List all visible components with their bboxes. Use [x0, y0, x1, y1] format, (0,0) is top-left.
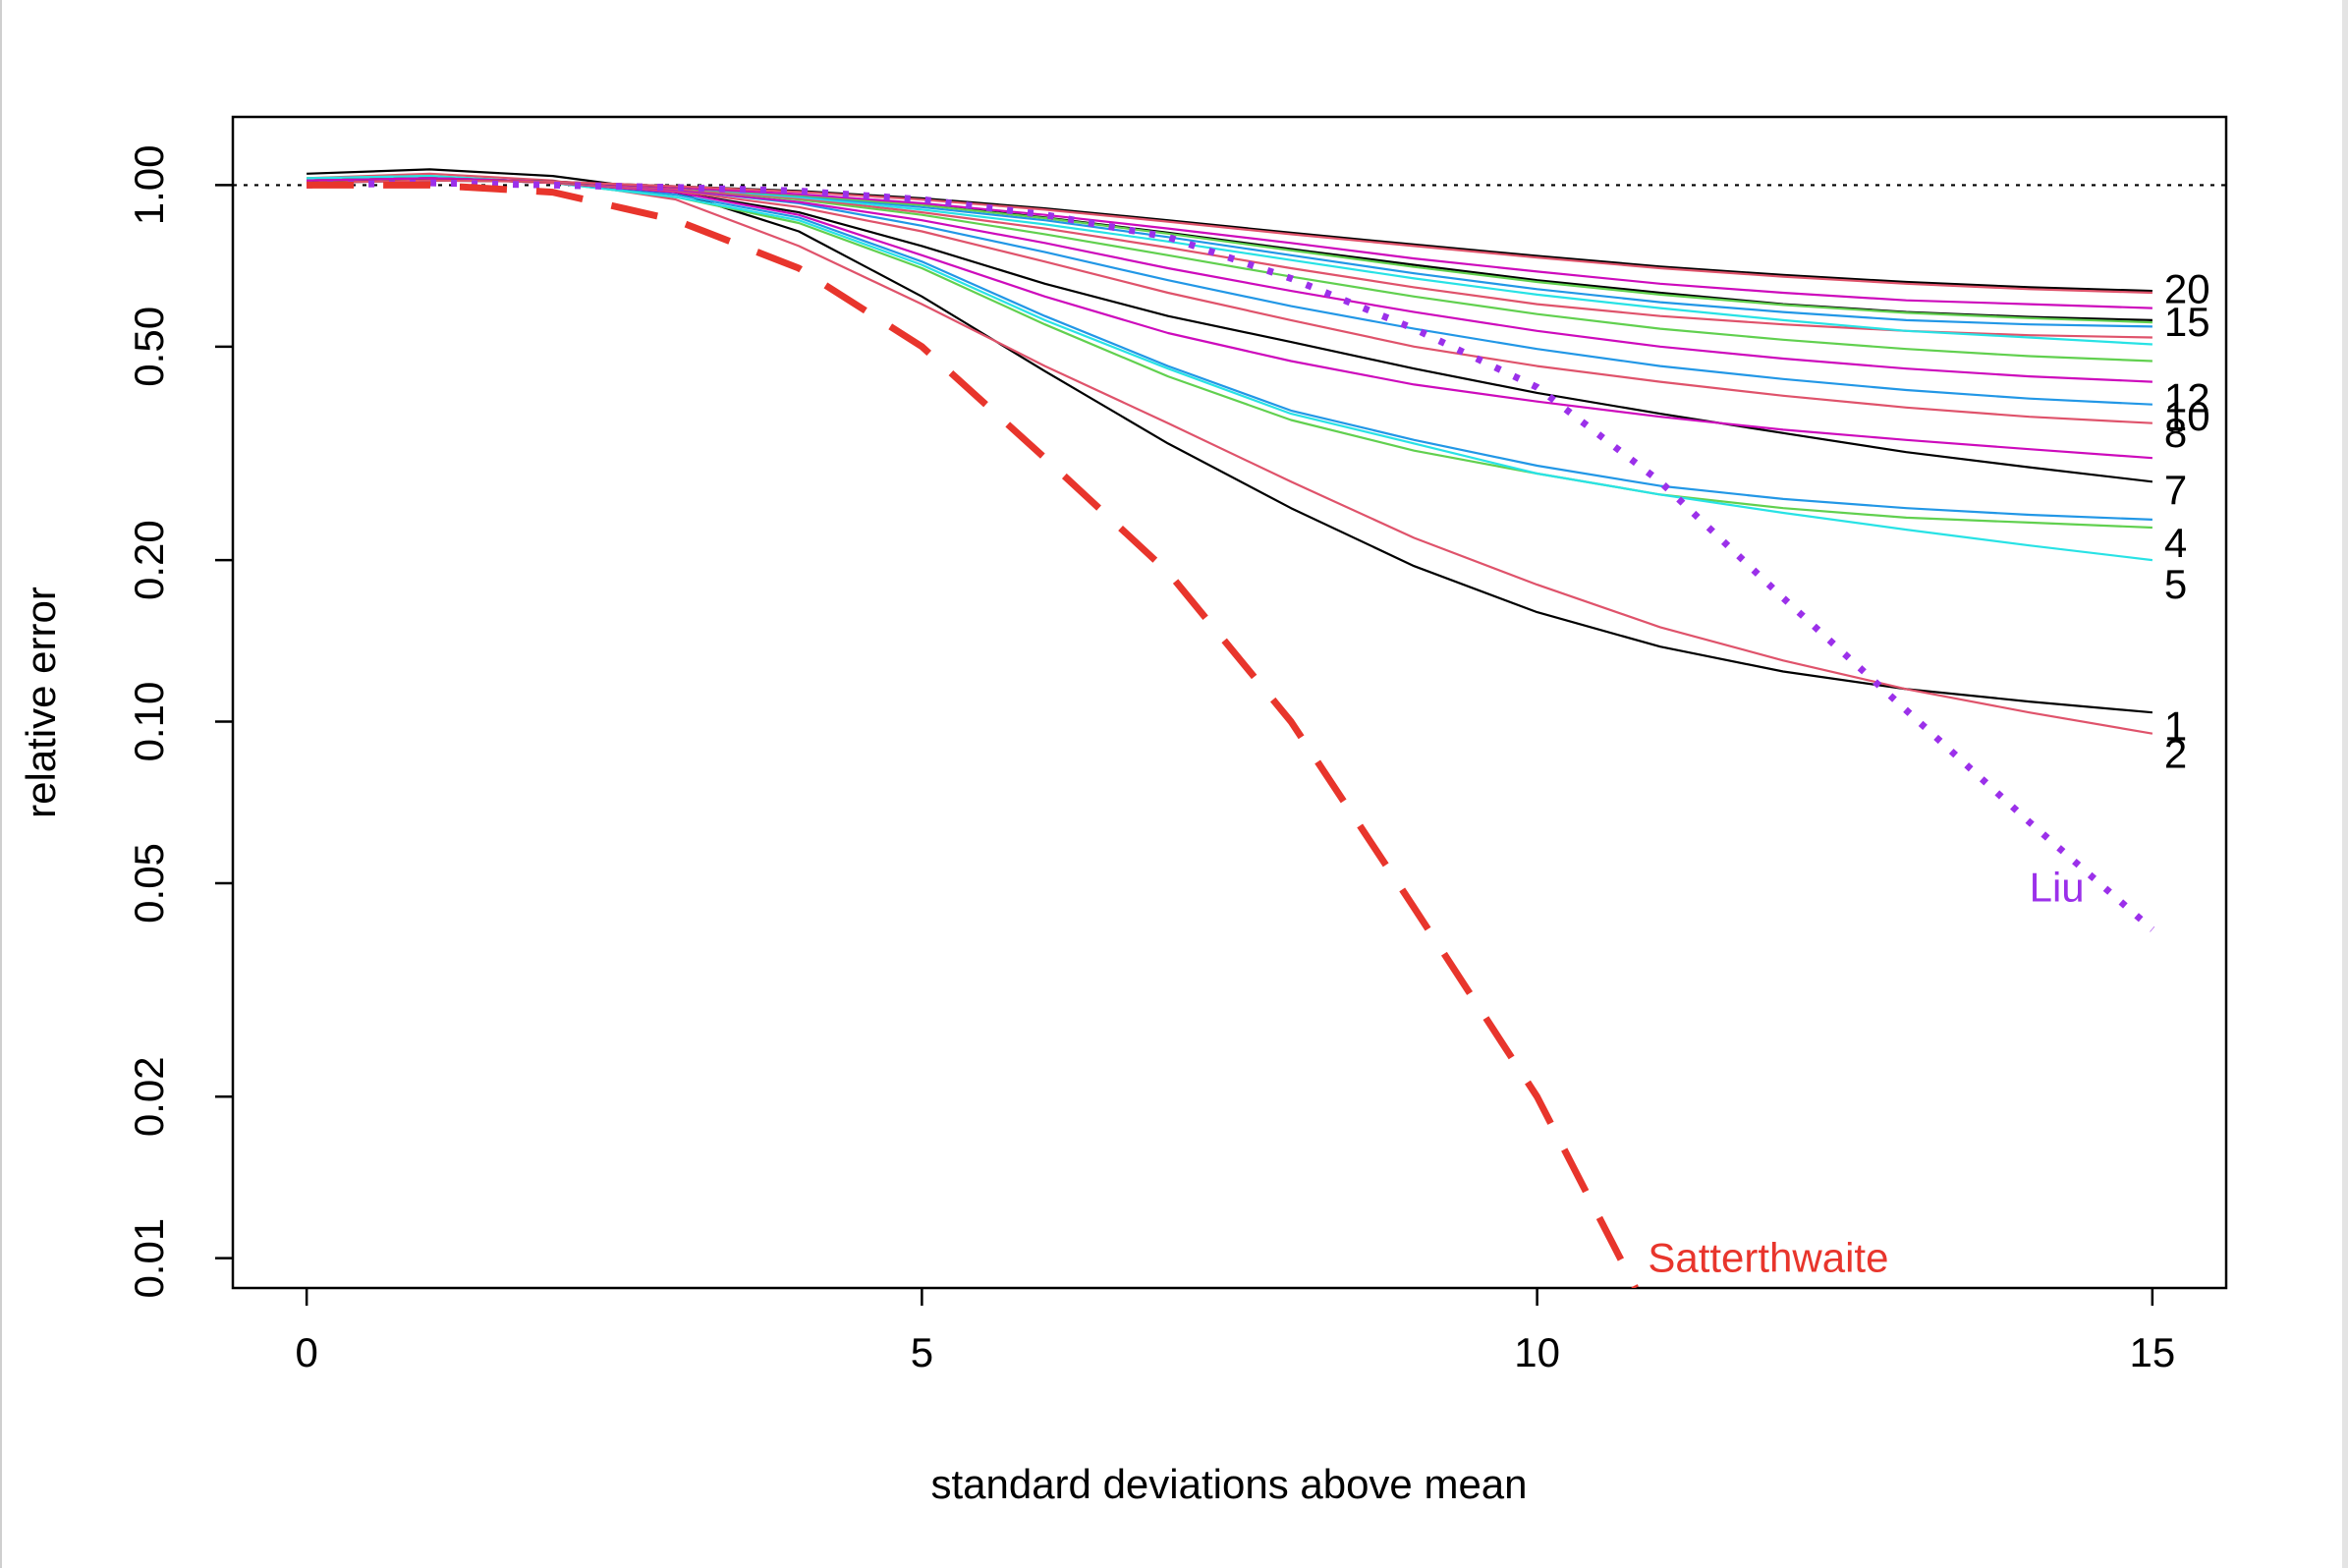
- series-line-satterthwaite: [307, 181, 1639, 1288]
- series-end-label: 8: [2164, 410, 2187, 456]
- x-tick-label: 15: [2129, 1329, 2175, 1375]
- window-left-edge: [0, 0, 2, 1568]
- series-end-label: 5: [2164, 561, 2187, 607]
- series-end-label: 7: [2164, 467, 2187, 513]
- series-line: [307, 179, 2152, 295]
- series-line-4: [307, 177, 2152, 521]
- annotation-satterthwaite: Satterthwaite: [1648, 1235, 1888, 1281]
- series-line-liu: [307, 179, 2155, 932]
- y-tick-label: 0.05: [126, 843, 172, 924]
- series-end-label: 1: [2164, 702, 2187, 749]
- y-tick-label: 0.01: [126, 1218, 172, 1299]
- series-line: [307, 177, 2152, 363]
- series-line: [307, 177, 2152, 328]
- y-axis: 0.01 0.02 0.05 0.10 0.20 0.50 1.00: [126, 145, 233, 1299]
- series-end-label: 2: [2164, 731, 2187, 777]
- y-tick-label: 0.20: [126, 520, 172, 600]
- series-line: [307, 177, 2152, 406]
- window-right-edge: [2342, 0, 2348, 1568]
- y-tick-label: 1.00: [126, 145, 172, 226]
- series-end-label: 4: [2164, 520, 2187, 566]
- x-tick-label: 10: [1514, 1329, 1560, 1375]
- series-line: [307, 175, 2153, 562]
- series-line: [307, 177, 2152, 309]
- series-end-label: 20: [2164, 265, 2210, 311]
- y-axis-title: relative error: [18, 587, 64, 818]
- y-tick-label: 0.10: [126, 682, 172, 762]
- x-axis: 0 5 10 15: [295, 1288, 2175, 1375]
- series-end-label: 15: [2164, 299, 2210, 345]
- y-tick-label: 0.02: [126, 1056, 172, 1137]
- series-line-10: [307, 177, 2152, 424]
- x-tick-label: 0: [295, 1329, 317, 1375]
- plot-frame: [231, 115, 2228, 1290]
- annotation-liu: Liu: [2030, 865, 2085, 911]
- x-tick-label: 5: [911, 1329, 933, 1375]
- series-end-label: 12: [2164, 375, 2210, 421]
- series-end-label: 10: [2164, 393, 2210, 439]
- y-tick-label: 0.50: [126, 307, 172, 387]
- x-axis-title: standard deviations above mean: [930, 1461, 1527, 1507]
- series-layer: [307, 168, 2155, 1288]
